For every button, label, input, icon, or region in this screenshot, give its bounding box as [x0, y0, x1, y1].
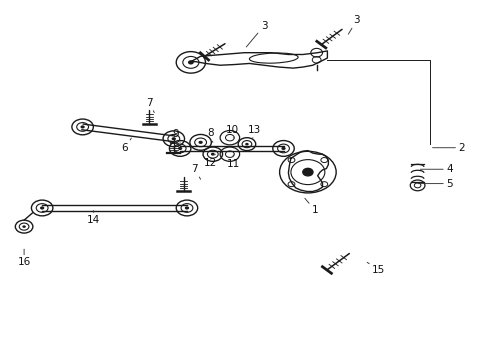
Text: 3: 3	[246, 21, 267, 47]
Circle shape	[22, 225, 26, 228]
Text: 7: 7	[191, 164, 200, 179]
Text: 12: 12	[203, 154, 217, 168]
Circle shape	[171, 137, 176, 140]
Text: 4: 4	[420, 164, 452, 174]
Text: 13: 13	[247, 125, 260, 138]
Circle shape	[198, 141, 203, 144]
Text: 5: 5	[417, 179, 452, 189]
Circle shape	[187, 60, 193, 64]
Circle shape	[81, 125, 84, 129]
Text: 1: 1	[304, 198, 318, 216]
Text: 3: 3	[347, 15, 359, 34]
Circle shape	[178, 147, 182, 150]
Circle shape	[244, 143, 248, 145]
Text: 7: 7	[146, 98, 154, 113]
Text: 6: 6	[122, 138, 131, 153]
Circle shape	[184, 206, 189, 210]
Circle shape	[210, 153, 214, 156]
Circle shape	[281, 147, 285, 150]
Text: 16: 16	[18, 249, 31, 267]
Circle shape	[40, 206, 44, 210]
Circle shape	[302, 168, 312, 176]
Text: 14: 14	[86, 211, 100, 225]
Text: 15: 15	[366, 262, 385, 275]
Text: 9: 9	[172, 129, 180, 142]
Text: 2: 2	[432, 143, 464, 153]
Text: 8: 8	[206, 129, 213, 142]
Text: 10: 10	[225, 125, 238, 138]
Text: 11: 11	[226, 155, 240, 169]
